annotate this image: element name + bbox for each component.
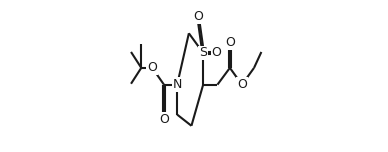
Text: O: O bbox=[237, 78, 247, 91]
Text: O: O bbox=[147, 61, 157, 74]
Text: O: O bbox=[211, 46, 221, 59]
Text: O: O bbox=[193, 10, 203, 23]
Text: S: S bbox=[199, 46, 207, 59]
Text: O: O bbox=[225, 36, 235, 49]
Text: O: O bbox=[159, 113, 169, 126]
Text: N: N bbox=[173, 78, 182, 91]
